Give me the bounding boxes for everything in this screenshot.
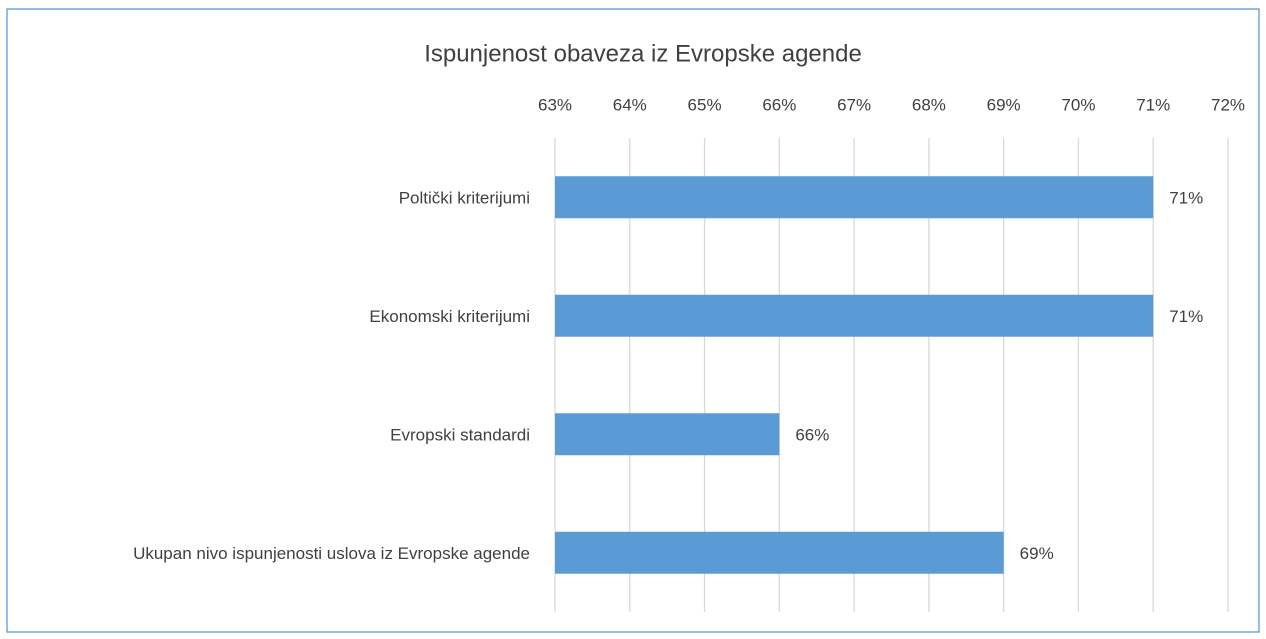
bar bbox=[555, 531, 1004, 574]
x-tick-label: 72% bbox=[1211, 95, 1245, 114]
x-tick-label: 69% bbox=[987, 95, 1021, 114]
data-label: 71% bbox=[1169, 189, 1203, 208]
x-tick-label: 67% bbox=[837, 95, 871, 114]
x-tick-label: 65% bbox=[688, 95, 722, 114]
x-tick-label: 63% bbox=[538, 95, 572, 114]
bar bbox=[555, 176, 1154, 219]
y-tick-label: Ekonomski kriterijumi bbox=[369, 307, 530, 326]
data-label: 69% bbox=[1020, 544, 1054, 563]
y-tick-label: Ukupan nivo ispunjenosti uslova iz Evrop… bbox=[133, 544, 530, 563]
data-label: 71% bbox=[1169, 307, 1203, 326]
x-tick-label: 70% bbox=[1061, 95, 1095, 114]
x-tick-label: 64% bbox=[613, 95, 647, 114]
x-tick-label: 71% bbox=[1136, 95, 1170, 114]
y-tick-label: Poltički kriterijumi bbox=[399, 189, 530, 208]
data-label: 66% bbox=[795, 426, 829, 445]
bar bbox=[555, 294, 1154, 337]
y-tick-label: Evropski standardi bbox=[390, 426, 530, 445]
x-tick-label: 68% bbox=[912, 95, 946, 114]
x-tick-label: 66% bbox=[762, 95, 796, 114]
bar bbox=[555, 413, 780, 456]
chart-title: Ispunjenost obaveza iz Evropske agende bbox=[424, 40, 862, 67]
